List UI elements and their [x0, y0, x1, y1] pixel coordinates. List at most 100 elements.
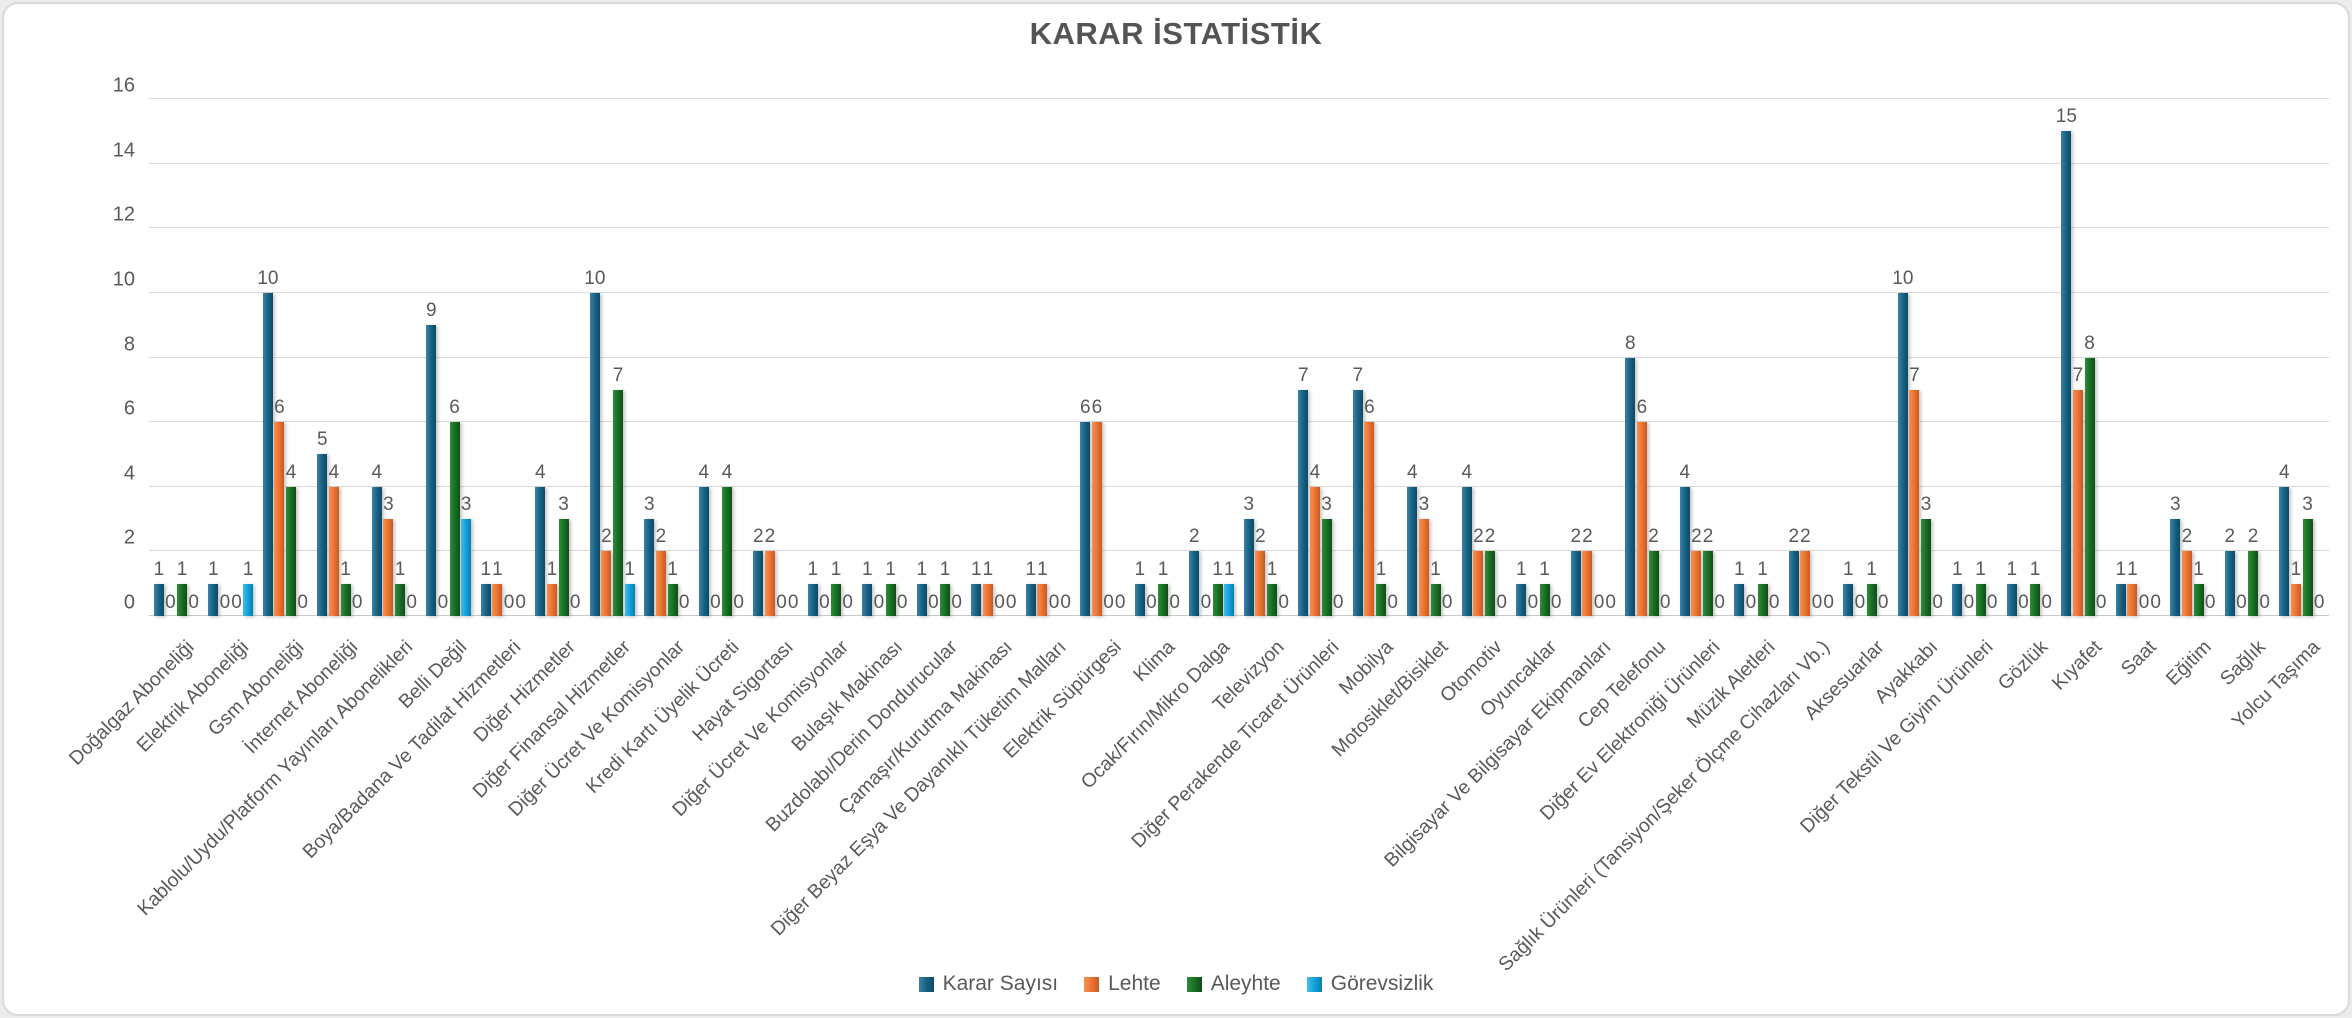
- bar-value-label: 15: [2055, 106, 2077, 128]
- bar-value-label: 4: [698, 461, 710, 483]
- bar: [1364, 422, 1375, 616]
- bar: [916, 583, 927, 616]
- bar: [2302, 519, 2313, 616]
- bar-value-label: 10: [584, 267, 606, 289]
- bar: [1091, 422, 1102, 616]
- bar-value-label: 0: [1823, 592, 1834, 613]
- bar: [940, 583, 951, 616]
- y-tick-label: 12: [112, 203, 135, 226]
- bar: [395, 583, 406, 616]
- legend-label: Aleyhte: [1210, 972, 1281, 995]
- bar-value-label: 2: [1189, 526, 1200, 548]
- bar-value-label: 0: [1114, 592, 1126, 613]
- bar-value-label: 1: [492, 558, 503, 580]
- legend-item: Lehte: [1084, 972, 1161, 996]
- bar: [655, 551, 666, 616]
- x-category-label: Kıyafet: [2047, 636, 2107, 695]
- bar-value-label: 2: [1800, 526, 1811, 548]
- bar: [1352, 389, 1363, 616]
- legend-label: Lehte: [1108, 972, 1161, 995]
- bar-value-label: 1: [1223, 558, 1235, 580]
- bar: [1298, 389, 1309, 616]
- bar: [1625, 357, 1636, 616]
- bar: [2290, 583, 2301, 616]
- x-category-label: Saat: [2116, 636, 2161, 680]
- bar: [1418, 519, 1429, 616]
- bar-value-label: 4: [371, 461, 383, 483]
- bar: [2279, 486, 2290, 616]
- bar-value-label: 2: [764, 526, 776, 548]
- bar-value-label: 0: [1005, 592, 1017, 613]
- bar-value-label: 1: [982, 558, 994, 580]
- bar-value-label: 3: [2170, 494, 2181, 516]
- bar: [153, 583, 164, 616]
- bar-value-label: 1: [830, 558, 842, 580]
- bar-value-label: 2: [1570, 526, 1582, 548]
- bar: [480, 583, 491, 616]
- bar-value-label: 4: [721, 461, 733, 483]
- bar: [1473, 551, 1484, 616]
- gridline: [149, 550, 2329, 552]
- bar-value-label: 1: [480, 558, 492, 580]
- bar: [1212, 583, 1223, 616]
- x-category-label: Gözlük: [1993, 636, 2052, 695]
- bar: [982, 583, 993, 616]
- bar-value-label: 1: [2029, 558, 2041, 580]
- bar-value-label: 2: [2224, 526, 2236, 548]
- bar: [1461, 486, 1472, 616]
- bar: [753, 551, 764, 616]
- legend-label: Karar Sayısı: [942, 972, 1059, 995]
- bar: [449, 422, 460, 616]
- gridline: [149, 485, 2329, 487]
- bar-value-label: 1: [1866, 558, 1877, 580]
- legend-item: Karar Sayısı: [918, 972, 1059, 996]
- bar: [1309, 486, 1320, 616]
- bar: [613, 389, 624, 616]
- bar: [2248, 551, 2259, 616]
- bar-value-label: 4: [535, 461, 546, 483]
- gridline: [149, 291, 2329, 293]
- bar: [644, 519, 655, 616]
- bar-value-label: 6: [1091, 397, 1103, 419]
- bar-value-label: 2: [753, 526, 764, 548]
- y-tick-label: 6: [123, 397, 135, 420]
- bar-value-label: 1: [242, 558, 254, 580]
- bar-value-label: 1: [862, 558, 873, 580]
- bar-value-label: 7: [1352, 364, 1364, 386]
- bar-value-label: 2: [1484, 526, 1496, 548]
- bar: [1158, 583, 1169, 616]
- bar: [1909, 389, 1920, 616]
- bar-value-label: 8: [1625, 332, 1636, 354]
- bar: [1703, 551, 1714, 616]
- gridline: [149, 227, 2329, 229]
- bar: [383, 519, 394, 616]
- gridline: [149, 356, 2329, 358]
- bar-value-label: 10: [1892, 267, 1914, 289]
- bar-value-label: 1: [1539, 558, 1550, 580]
- bar: [546, 583, 557, 616]
- bar: [1975, 583, 1986, 616]
- bar: [1189, 551, 1200, 616]
- bar: [317, 454, 328, 616]
- x-category-label: Eğitim: [2161, 636, 2216, 690]
- bar-value-label: 0: [515, 592, 526, 613]
- y-tick-label: 10: [112, 268, 135, 291]
- bar-value-label: 7: [612, 364, 624, 386]
- bar-value-label: 2: [1788, 526, 1800, 548]
- bar: [1037, 583, 1048, 616]
- bar: [2006, 583, 2017, 616]
- bar: [1430, 583, 1441, 616]
- y-tick-label: 8: [123, 333, 135, 355]
- bar-value-label: 1: [939, 558, 951, 580]
- bar-value-label: 3: [558, 494, 569, 516]
- bar-value-label: 1: [176, 558, 188, 580]
- bar: [1516, 583, 1527, 616]
- bar: [177, 583, 188, 616]
- bar: [2030, 583, 2041, 616]
- bar: [624, 583, 635, 616]
- bar: [286, 486, 297, 616]
- legend-swatch: [1186, 976, 1202, 992]
- bar: [1025, 583, 1036, 616]
- legend-label: Görevsizlik: [1330, 972, 1434, 995]
- bar: [885, 583, 896, 616]
